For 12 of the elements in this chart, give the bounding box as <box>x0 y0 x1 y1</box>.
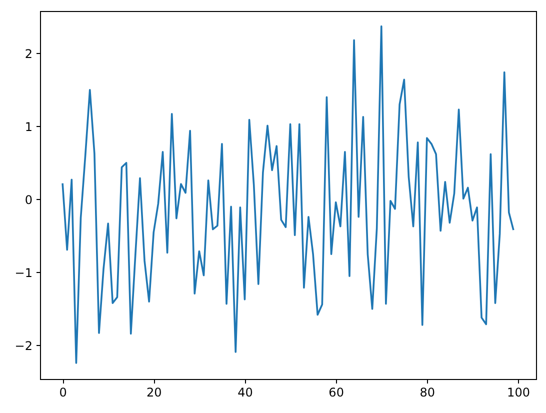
x-tick-label: 20 <box>146 386 162 400</box>
y-tick-label: −2 <box>14 338 32 353</box>
y-tick-label: −1 <box>14 266 32 280</box>
x-tick-label: 80 <box>420 386 436 400</box>
x-tick-label: 0 <box>59 386 67 400</box>
x-tick-label: 60 <box>328 386 344 400</box>
y-tick-label: 1 <box>24 120 32 134</box>
y-tick-label: 0 <box>24 192 32 207</box>
x-tick-label: 100 <box>507 386 530 400</box>
y-tick-label: 2 <box>24 46 32 61</box>
line-series <box>62 25 514 364</box>
x-tick-label: 40 <box>238 386 253 400</box>
